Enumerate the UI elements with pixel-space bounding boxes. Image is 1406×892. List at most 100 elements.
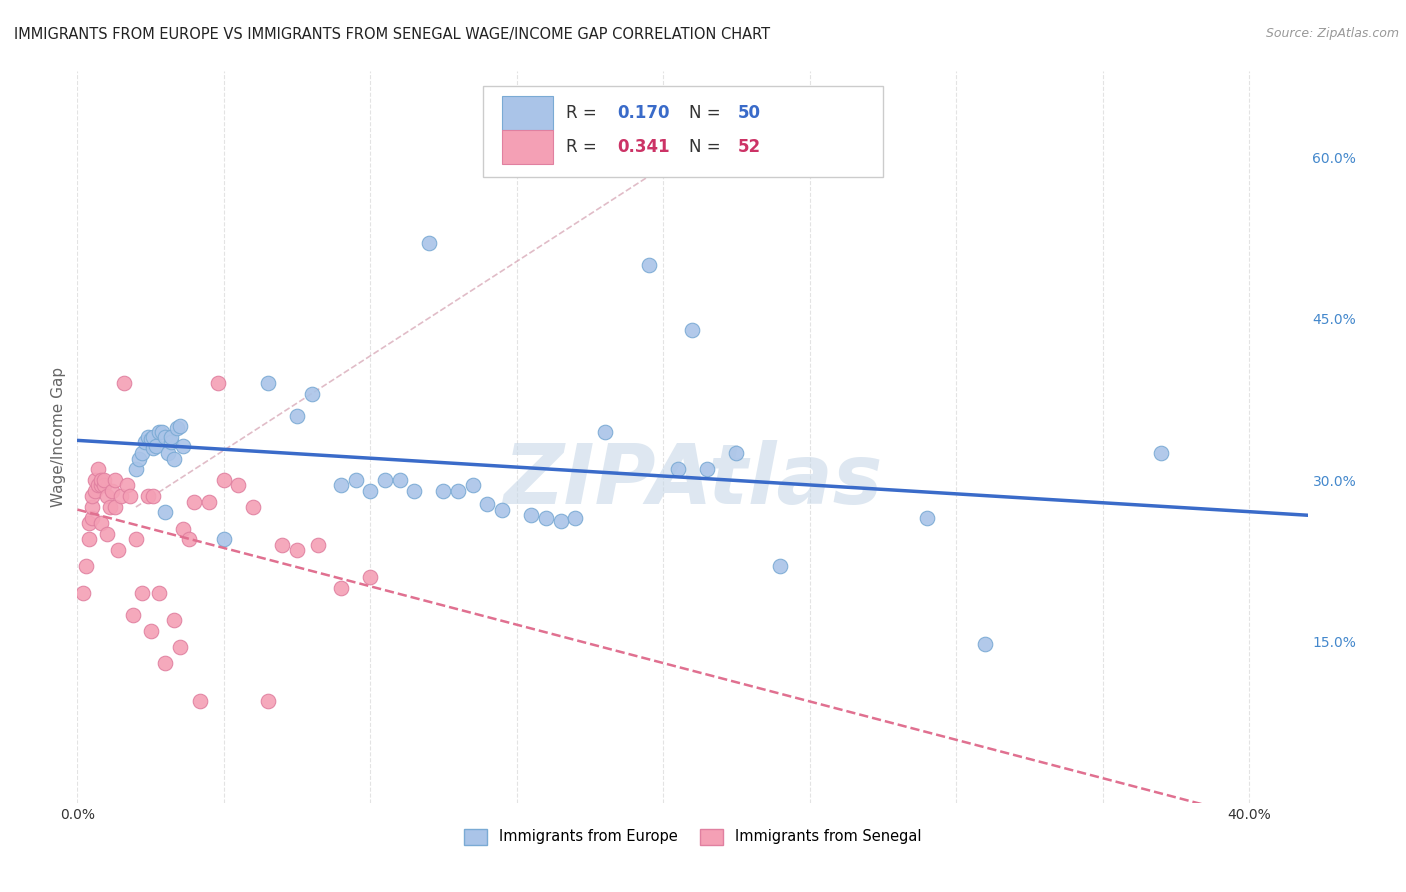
Point — [359, 483, 381, 498]
Point — [125, 462, 148, 476]
Point — [915, 510, 938, 524]
Point — [198, 494, 221, 508]
Point — [122, 607, 145, 622]
Point — [84, 473, 107, 487]
Point — [80, 500, 103, 514]
Text: ZIPAtlas: ZIPAtlas — [503, 441, 882, 522]
Point — [93, 478, 115, 492]
Point — [388, 473, 411, 487]
Point — [432, 483, 454, 498]
Point — [166, 421, 188, 435]
Point — [666, 462, 689, 476]
Point — [142, 430, 165, 444]
Point — [491, 503, 513, 517]
Point — [160, 435, 183, 450]
Point — [974, 637, 997, 651]
Point — [172, 439, 194, 453]
Point — [80, 489, 103, 503]
Point — [107, 543, 129, 558]
Point — [153, 656, 177, 670]
Point — [80, 510, 103, 524]
Text: N =: N = — [689, 104, 725, 122]
FancyBboxPatch shape — [502, 96, 554, 130]
Point — [404, 483, 426, 498]
Y-axis label: Wage/Income Gap: Wage/Income Gap — [51, 367, 66, 508]
Point — [72, 586, 94, 600]
Point — [84, 483, 107, 498]
Point — [593, 425, 616, 439]
Point — [90, 478, 112, 492]
Point — [188, 693, 212, 707]
Point — [136, 430, 159, 444]
Point — [256, 693, 278, 707]
Point — [461, 478, 484, 492]
Text: R =: R = — [565, 104, 602, 122]
Point — [682, 322, 704, 336]
Point — [125, 533, 148, 547]
Point — [696, 462, 718, 476]
Point — [139, 624, 162, 638]
Point — [87, 462, 110, 476]
Legend: Immigrants from Europe, Immigrants from Senegal: Immigrants from Europe, Immigrants from … — [458, 822, 927, 850]
Point — [169, 419, 191, 434]
Point — [329, 478, 352, 492]
Point — [98, 500, 121, 514]
Point — [153, 505, 177, 519]
Point — [534, 510, 557, 524]
Point — [128, 451, 150, 466]
Point — [153, 430, 177, 444]
Point — [256, 376, 278, 391]
Point — [1150, 446, 1173, 460]
Point — [169, 640, 191, 654]
Point — [160, 430, 183, 444]
Text: 50: 50 — [738, 104, 761, 122]
FancyBboxPatch shape — [484, 86, 883, 178]
Point — [285, 409, 308, 423]
Point — [131, 446, 153, 460]
Point — [96, 527, 118, 541]
Point — [77, 516, 100, 530]
Point — [96, 489, 118, 503]
Point — [418, 236, 440, 251]
Point — [101, 483, 124, 498]
Point — [301, 387, 323, 401]
Text: 0.341: 0.341 — [617, 137, 671, 156]
Point — [87, 478, 110, 492]
Point — [207, 376, 229, 391]
Point — [212, 473, 235, 487]
FancyBboxPatch shape — [502, 130, 554, 163]
Point — [93, 473, 115, 487]
Point — [228, 478, 250, 492]
Text: 52: 52 — [738, 137, 761, 156]
Point — [359, 570, 381, 584]
Point — [329, 581, 352, 595]
Point — [212, 533, 235, 547]
Point — [131, 586, 153, 600]
Text: Source: ZipAtlas.com: Source: ZipAtlas.com — [1265, 27, 1399, 40]
Point — [344, 473, 367, 487]
Point — [564, 510, 586, 524]
Point — [148, 586, 170, 600]
Point — [104, 473, 127, 487]
Point — [447, 483, 470, 498]
Point — [145, 439, 167, 453]
Point — [177, 533, 200, 547]
Text: N =: N = — [689, 137, 725, 156]
Point — [520, 508, 543, 522]
Point — [242, 500, 264, 514]
Point — [120, 489, 141, 503]
Point — [75, 559, 97, 574]
Point — [550, 514, 572, 528]
Point — [115, 478, 138, 492]
Point — [139, 432, 162, 446]
Text: 0.170: 0.170 — [617, 104, 669, 122]
Point — [271, 538, 294, 552]
Point — [104, 500, 127, 514]
Point — [142, 489, 165, 503]
Point — [769, 559, 792, 574]
Point — [112, 376, 135, 391]
Point — [637, 258, 659, 272]
Point — [142, 441, 165, 455]
Text: R =: R = — [565, 137, 602, 156]
Point — [90, 516, 112, 530]
